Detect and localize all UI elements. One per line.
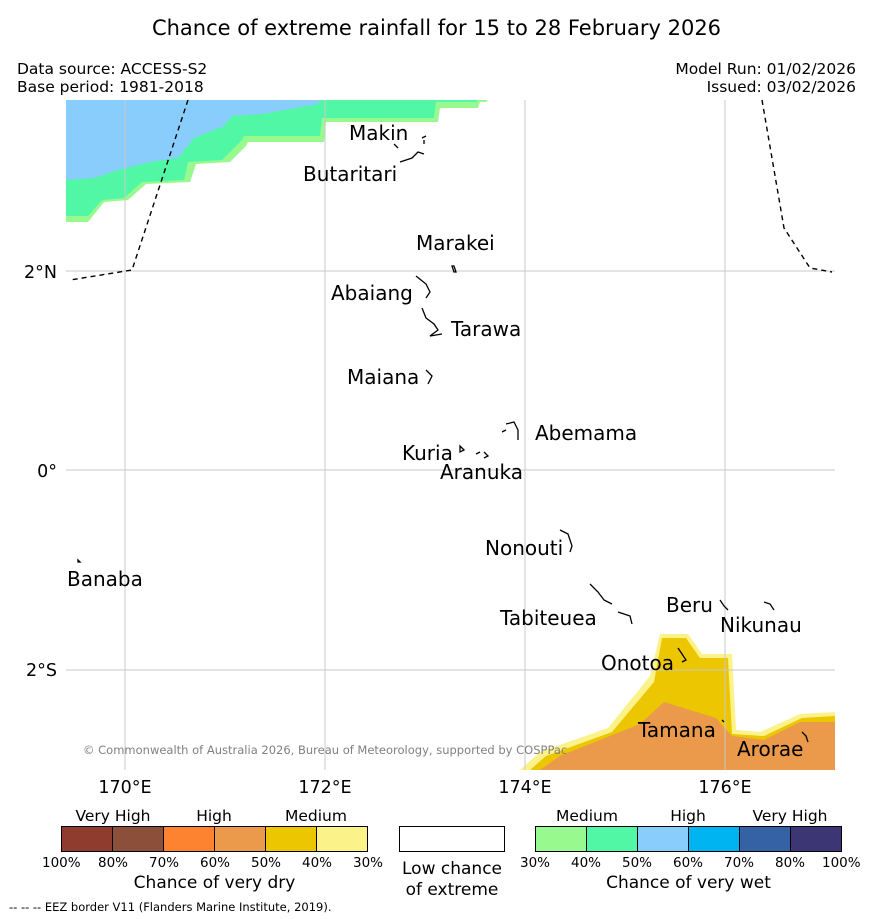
island-label-nikunau: Nikunau <box>720 613 802 637</box>
lon-label-172e: 172°E <box>298 778 351 798</box>
dry-tick-30: 30% <box>353 855 384 871</box>
wet-tick-100: 100% <box>822 855 861 871</box>
wet-swatch-2 <box>587 827 638 851</box>
wet-tick-70: 70% <box>724 855 755 871</box>
island-label-aranuka: Aranuka <box>440 460 523 484</box>
dry-swatch-6 <box>317 827 367 851</box>
wet-tick-40: 40% <box>571 855 602 871</box>
island-label-kuria: Kuria <box>402 441 453 465</box>
tarawa-shape <box>421 307 443 337</box>
onotoa-shape <box>677 647 687 663</box>
dry-swatch-4 <box>215 827 266 851</box>
dry-region-medium <box>530 638 835 770</box>
island-label-banaba: Banaba <box>67 567 143 591</box>
arorae-shape <box>801 731 809 743</box>
wet-legend-title: Chance of very wet <box>606 873 771 893</box>
island-label-beru: Beru <box>666 593 713 617</box>
dry-tick-70: 70% <box>149 855 180 871</box>
dry-legend-title: Chance of very dry <box>133 873 296 893</box>
lat-label-2s: 2°S <box>26 661 57 681</box>
lon-label-170e: 170°E <box>98 778 151 798</box>
lon-label-176e: 176°E <box>698 778 751 798</box>
lat-label-0: 0° <box>37 462 57 482</box>
kuria-shape <box>459 444 466 454</box>
wet-category-high: High <box>670 807 706 825</box>
wet-swatch-5 <box>740 827 791 851</box>
dry-colorbar <box>61 826 368 852</box>
butaritari-shape <box>393 143 425 163</box>
dry-category-high: High <box>196 807 232 825</box>
data-source: Data source: ACCESS-S2 <box>17 60 208 78</box>
island-label-tamana: Tamana <box>637 718 716 742</box>
wet-tick-50: 50% <box>622 855 653 871</box>
dry-tick-80: 80% <box>98 855 129 871</box>
dry-tick-100: 100% <box>42 855 81 871</box>
dry-tick-50: 50% <box>251 855 282 871</box>
beru-shape <box>719 599 729 611</box>
island-label-tarawa: Tarawa <box>450 317 521 341</box>
wet-region-extreme <box>66 100 178 112</box>
island-label-abaiang: Abaiang <box>331 281 413 305</box>
island-outlines <box>77 135 809 743</box>
dry-category-medium: Medium <box>285 807 347 825</box>
abaiang-shape <box>415 275 431 299</box>
nonouti-shape <box>559 529 573 553</box>
dry-category-very-high: Very High <box>75 807 151 825</box>
marakei-shape <box>451 265 457 273</box>
wet-swatch-1 <box>536 827 587 851</box>
chart-title: Chance of extreme rainfall for 15 to 28 … <box>151 16 722 40</box>
dry-tick-40: 40% <box>302 855 333 871</box>
lat-label-2n: 2°N <box>24 263 57 283</box>
issued-date: Issued: 03/02/2026 <box>706 78 856 96</box>
dry-region-high <box>540 702 835 770</box>
dry-swatch-3 <box>164 827 215 851</box>
dry-swatch-5 <box>266 827 317 851</box>
eez-border <box>69 99 833 281</box>
eez-footer-note: -- -- -- EEZ border V11 (Flanders Marine… <box>9 900 332 914</box>
island-label-butaritari: Butaritari <box>303 162 397 186</box>
dry-swatch-2 <box>113 827 164 851</box>
wet-tick-30: 30% <box>520 855 551 871</box>
wet-swatch-4 <box>689 827 740 851</box>
wet-swatch-6 <box>791 827 841 851</box>
low-chance-swatch <box>399 826 505 852</box>
makin-shape <box>421 135 427 144</box>
low-chance-line2: of extreme <box>405 880 499 900</box>
wet-swatch-3 <box>638 827 689 851</box>
tabiteuea-shape <box>589 583 633 625</box>
wet-region-very-high <box>66 100 320 180</box>
wet-tick-80: 80% <box>775 855 806 871</box>
dry-swatch-1 <box>62 827 113 851</box>
tamana-shape <box>721 719 725 723</box>
wet-tick-60: 60% <box>673 855 704 871</box>
gridlines <box>66 100 835 770</box>
aranuka-shape <box>475 451 490 459</box>
wet-colorbar <box>535 826 842 852</box>
island-label-abemama: Abemama <box>535 421 637 445</box>
maiana-shape <box>425 369 433 385</box>
island-label-makin: Makin <box>349 121 408 145</box>
abemama-shape <box>501 421 519 440</box>
lon-label-174e: 174°E <box>498 778 551 798</box>
island-label-marakei: Marakei <box>416 231 495 255</box>
island-label-tabiteuea: Tabiteuea <box>499 606 597 630</box>
island-label-arorae: Arorae <box>737 737 803 761</box>
island-label-maiana: Maiana <box>347 365 419 389</box>
island-label-nonouti: Nonouti <box>485 536 563 560</box>
island-label-onotoa: Onotoa <box>601 651 674 675</box>
nikunau-shape <box>763 601 775 611</box>
model-run: Model Run: 01/02/2026 <box>675 60 856 78</box>
banaba-shape <box>77 558 82 563</box>
dry-tick-60: 60% <box>200 855 231 871</box>
wet-category-very-high: Very High <box>752 807 828 825</box>
wet-category-medium: Medium <box>556 807 618 825</box>
copyright-notice: © Commonwealth of Australia 2026, Bureau… <box>83 743 567 757</box>
base-period: Base period: 1981-2018 <box>17 78 204 96</box>
low-chance-line1: Low chance <box>402 859 502 879</box>
